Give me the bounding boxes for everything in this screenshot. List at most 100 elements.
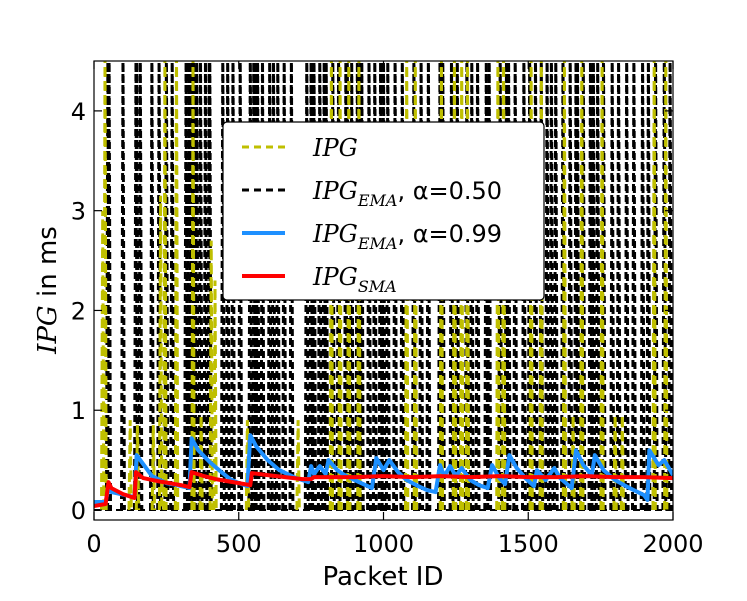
y-tick-label: 3: [71, 198, 86, 226]
ema050-spike: [193, 61, 200, 511]
ema050-spike: [224, 61, 231, 511]
ema050-spike: [266, 61, 273, 511]
y-axis-label-suffix: in ms: [33, 226, 63, 305]
ema050-spike: [574, 61, 581, 511]
ema050-spike: [247, 61, 254, 511]
ema050-spike: [163, 61, 170, 511]
ema050-spike: [311, 61, 317, 511]
ema050-spike: [106, 61, 112, 511]
ema050-spike: [303, 61, 310, 511]
ema050-spike: [538, 61, 545, 511]
ema050-spike: [399, 61, 406, 511]
ema050-spike: [418, 61, 425, 511]
ipg-spike: [619, 415, 625, 511]
ema050-spike: [439, 61, 446, 511]
y-tick-label: 1: [71, 397, 86, 425]
ema050-spike: [532, 61, 539, 511]
ema050-spike: [505, 61, 512, 511]
ema050-spike: [615, 61, 622, 511]
ema099-line: [94, 433, 673, 504]
ema050-spike: [486, 61, 493, 511]
ema050-spike: [270, 61, 277, 511]
x-tick-label: 2000: [642, 530, 703, 558]
ema050-spike: [600, 61, 607, 511]
x-tick-label: 1000: [353, 530, 414, 558]
ema050-spike: [645, 61, 652, 511]
tick-layer: 0 500 1000 1500 2000 0 1 2 3 4: [71, 61, 704, 558]
ema050-spike: [567, 61, 574, 511]
ema050-spike: [197, 61, 204, 511]
ipg-spike: [173, 61, 180, 511]
legend-label-tail: , α=0.50: [397, 177, 502, 205]
ema050-spike: [190, 61, 197, 511]
y-axis-label-main: IPG: [33, 305, 63, 355]
ema050-spike: [230, 61, 236, 511]
legend-label-sub: EMA: [357, 191, 398, 210]
ema050-spike: [552, 61, 559, 511]
ema050-spike: [366, 61, 372, 511]
legend-label-sub: SMA: [358, 277, 397, 296]
ema050-spike: [202, 61, 209, 511]
ema050-spike: [594, 61, 601, 511]
ema050-spike: [544, 61, 550, 511]
x-tick-label: 500: [216, 530, 262, 558]
legend-label: IPGEMA, α=0.50: [312, 177, 502, 210]
ema050-spike: [425, 61, 432, 511]
ema050-spike: [358, 61, 365, 511]
x-tick-label: 0: [86, 530, 101, 558]
ema050-spike: [587, 61, 594, 511]
ema050-spike: [652, 61, 659, 511]
ema050-spike: [169, 61, 176, 511]
ema050-spike: [463, 61, 470, 511]
ema050-spike: [371, 61, 378, 511]
legend-label-main: IPG: [312, 134, 358, 162]
ema050-spike: [329, 61, 336, 511]
ema050-spike: [503, 61, 510, 511]
legend-label: IPGSMA: [312, 263, 397, 296]
ema050-spike: [149, 61, 155, 511]
y-tick-label: 2: [71, 297, 86, 325]
y-axis-label: IPG in ms: [33, 226, 63, 355]
ema050-spike: [512, 61, 519, 511]
ema050-spike: [133, 61, 140, 511]
ema050-spike: [474, 61, 481, 511]
ema050-spike: [250, 61, 257, 511]
ema050-spike: [237, 61, 244, 511]
ema050-spike: [348, 61, 355, 511]
ema050-spike: [288, 61, 295, 511]
ema050-spike: [590, 61, 597, 511]
ema050-spike: [454, 61, 461, 511]
ema050-spike: [321, 61, 328, 511]
ipg-spike: [157, 195, 164, 511]
legend-label-main: IPG: [312, 220, 358, 248]
legend-label: IPGEMA, α=0.99: [312, 220, 502, 253]
sma-line: [94, 470, 673, 508]
legend-label-tail: , α=0.99: [397, 220, 502, 248]
ipg-spike: [208, 240, 214, 511]
ema050-spike: [667, 61, 673, 511]
ema050-spike: [380, 61, 387, 511]
ema050-spike: [392, 61, 398, 511]
ema050-spike: [254, 61, 261, 511]
ema050-spike: [316, 61, 323, 511]
ema050-spike: [631, 61, 637, 511]
ema050-spike: [323, 61, 330, 511]
x-axis-label: Packet ID: [322, 562, 443, 592]
y-tick-label: 0: [71, 497, 86, 525]
legend-label-main: IPG: [312, 177, 358, 205]
ema050-spike: [259, 61, 266, 511]
legend-box: [222, 121, 545, 301]
ema050-spike: [377, 61, 384, 511]
ema050-spike: [219, 61, 226, 511]
ema050-spike: [448, 61, 455, 511]
ema050-spike: [468, 61, 475, 511]
ema050-spike: [548, 61, 555, 511]
ema050-spike: [274, 61, 281, 511]
y-tick-label: 4: [71, 98, 86, 126]
ema050-spike: [580, 61, 587, 511]
legend-label-main: IPG: [312, 263, 358, 291]
ema050-spike: [186, 61, 192, 511]
ema050-spike: [183, 61, 189, 511]
ipg-spike: [212, 280, 218, 511]
